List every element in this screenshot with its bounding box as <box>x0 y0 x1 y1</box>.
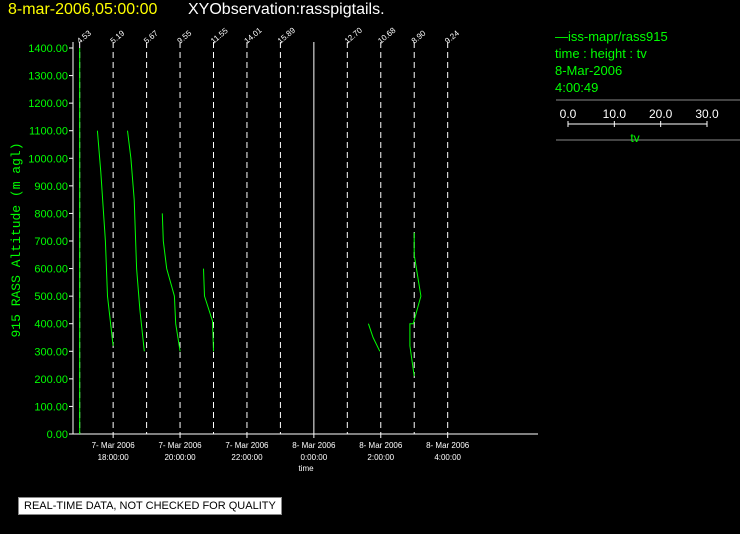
y-tick-label: 1200.00 <box>28 98 68 110</box>
y-tick-label: 1000.00 <box>28 153 68 165</box>
data-trace <box>367 323 381 352</box>
y-tick-label: 700.00 <box>34 236 68 248</box>
axes <box>72 42 538 435</box>
y-tick-label: 1300.00 <box>28 71 68 83</box>
x-tick-time: 2:00:00 <box>367 453 394 462</box>
y-tick-label: 300.00 <box>34 346 68 358</box>
header-time: 8-mar-2006,05:00:00 <box>8 1 158 18</box>
legend: —iss-mapr/rass915 time : height : tv 8-M… <box>555 28 740 96</box>
legend-scale-tick-label: 30.0 <box>695 107 719 121</box>
x-tick-date: 7- Mar 2006 <box>158 441 202 450</box>
x-tick-date: 8- Mar 2006 <box>426 441 470 450</box>
y-tick-label: 500.00 <box>34 291 68 303</box>
y-tick-label: 900.00 <box>34 181 68 193</box>
legend-scale-tick-label: 20.0 <box>649 107 673 121</box>
x-tick-time: 22:00:00 <box>231 453 263 462</box>
data-trace <box>161 213 181 352</box>
header-title: XYObservation:rasspigtails. <box>188 1 385 18</box>
profile-label: 15.89 <box>276 25 298 45</box>
profile-label: 5.19 <box>109 28 127 45</box>
profile-label: 4.53 <box>75 28 93 45</box>
profile-labels: 4.53 5.19 5.67 9.55 11.55 14.01 15.89 12.70 10.6… <box>75 25 461 45</box>
legend-date: 8-Mar-2006 <box>555 63 623 78</box>
y-tick-label: 600.00 <box>34 264 68 276</box>
data-traces <box>79 48 422 434</box>
x-tick-date: 8- Mar 2006 <box>292 441 336 450</box>
legend-scale: 0.0 10.0 20.0 30.0 tv <box>556 99 740 145</box>
profile-label: 8.90 <box>410 28 428 45</box>
profile-label: 9.24 <box>443 28 461 45</box>
x-tick-time: 4:00:00 <box>434 453 461 462</box>
y-tick-label: 800.00 <box>34 208 68 220</box>
legend-vars: time : height : tv <box>555 46 647 61</box>
y-tick-label: 200.00 <box>34 374 68 386</box>
x-tick-date: 7- Mar 2006 <box>92 441 136 450</box>
legend-series: —iss-mapr/rass915 <box>555 29 668 44</box>
profile-label: 12.70 <box>343 25 365 45</box>
profile-label: 11.55 <box>209 26 230 46</box>
x-tick-date: 7- Mar 2006 <box>225 441 269 450</box>
x-axis-label: time <box>298 464 314 473</box>
x-tick-date: 8- Mar 2006 <box>359 441 403 450</box>
quality-notice: REAL-TIME DATA, NOT CHECKED FOR QUALITY <box>18 497 282 515</box>
data-trace <box>203 268 214 352</box>
legend-scale-label: tv <box>630 131 639 145</box>
profile-label: 5.67 <box>142 28 160 45</box>
y-tick-label: 1400.00 <box>28 43 68 55</box>
profile-label: 10.68 <box>376 25 398 45</box>
data-trace <box>409 232 422 377</box>
x-tick-time: 18:00:00 <box>98 453 130 462</box>
y-axis-label: 915 RASS Altitude (m agl) <box>9 142 24 337</box>
data-trace <box>96 130 114 346</box>
legend-scale-tick-label: 10.0 <box>603 107 627 121</box>
legend-time: 4:00:49 <box>555 80 599 95</box>
x-ticks: 7- Mar 2006 18:00:00 7- Mar 2006 20:00:00 7-… <box>92 434 470 462</box>
y-tick-label: 1100.00 <box>29 126 68 138</box>
y-tick-label: 0.00 <box>47 429 68 441</box>
data-trace <box>127 130 145 352</box>
profile-label: 9.55 <box>176 28 194 45</box>
y-tick-label: 100.00 <box>34 401 68 413</box>
x-tick-time: 0:00:00 <box>301 453 328 462</box>
y-ticks: 0.00 100.00 200.00 300.00 400.00 500.00 600.00… <box>28 43 73 441</box>
y-tick-label: 400.00 <box>34 319 68 331</box>
x-tick-time: 20:00:00 <box>164 453 196 462</box>
legend-scale-tick-label: 0.0 <box>560 107 577 121</box>
profile-gridlines <box>79 42 449 434</box>
profile-label: 14.01 <box>242 25 264 45</box>
